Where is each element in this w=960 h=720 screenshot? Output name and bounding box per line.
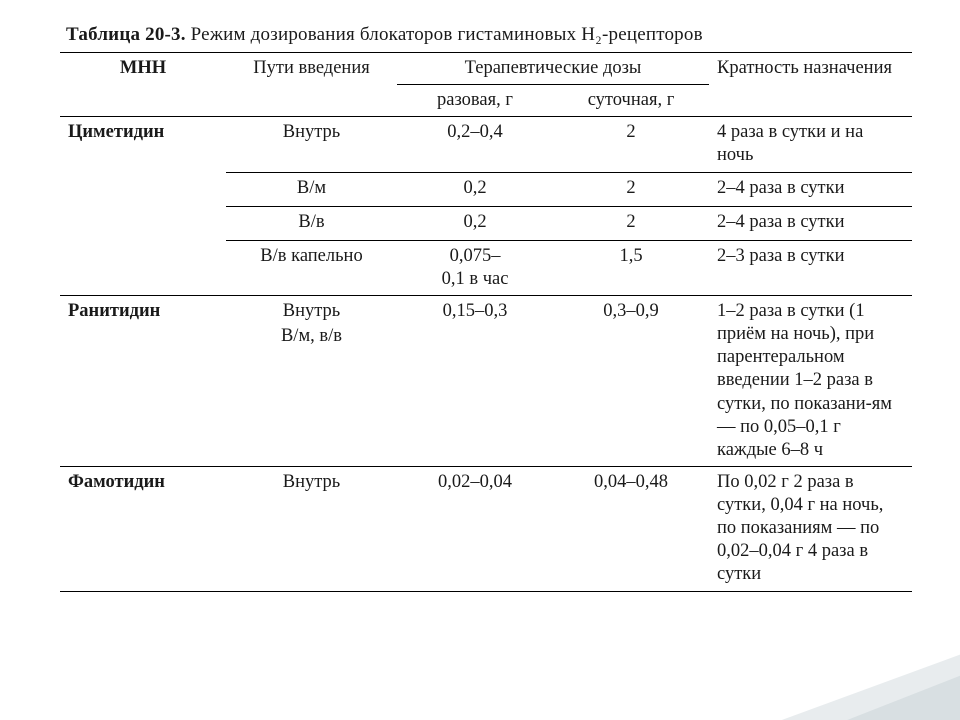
drug-name: Фамотидин	[60, 466, 226, 591]
caption-bold: Таблица 20-3.	[66, 24, 186, 45]
dose-single-cell: 0,2	[397, 172, 553, 206]
frequency-cell: 2–4 раза в сутки	[709, 172, 912, 206]
frequency-cell: 2–4 раза в сутки	[709, 206, 912, 240]
frequency-cell: По 0,02 г 2 раза в сутки, 0,04 г на ночь…	[709, 466, 912, 591]
table-caption: Таблица 20-3. Режим дозирования блокатор…	[66, 24, 912, 46]
dosing-table: МНН Пути введения Терапевтические дозы К…	[60, 52, 912, 592]
dose-single-cell: 0,2–0,4	[397, 117, 553, 172]
table-header: МНН Пути введения Терапевтические дозы К…	[60, 53, 912, 117]
col-route: Пути введения	[226, 53, 397, 117]
dose-daily-cell: 2	[553, 117, 709, 172]
frequency-cell: 4 раза в сутки и на ночь	[709, 117, 912, 172]
table-row: РанитидинВнутрьВ/м, в/в0,15–0,30,3–0,91–…	[60, 296, 912, 467]
dose-daily-cell: 0,04–0,48	[553, 466, 709, 591]
route-cell: В/в	[226, 206, 397, 240]
dose-single-cell: 0,15–0,3	[397, 296, 553, 467]
route-cell: Внутрь	[226, 117, 397, 172]
drug-name: Циметидин	[60, 117, 226, 296]
dose-single-cell: 0,2	[397, 206, 553, 240]
col-frequency: Кратность назначения	[709, 53, 912, 117]
frequency-cell: 1–2 раза в сутки (1 приём на ночь), при …	[709, 296, 912, 467]
dose-daily-cell: 2	[553, 206, 709, 240]
col-doses: Терапевтические дозы	[397, 53, 709, 85]
table-body: ЦиметидинВнутрь0,2–0,424 раза в сутки и …	[60, 117, 912, 591]
dose-single-cell: 0,02–0,04	[397, 466, 553, 591]
frequency-cell: 2–3 раза в сутки	[709, 240, 912, 295]
route-cell: Внутрь	[226, 466, 397, 591]
dose-daily-cell: 0,3–0,9	[553, 296, 709, 467]
col-mnn: МНН	[60, 53, 226, 117]
route-cell: ВнутрьВ/м, в/в	[226, 296, 397, 467]
table-row: ЦиметидинВнутрь0,2–0,424 раза в сутки и …	[60, 117, 912, 172]
decorative-corner	[740, 650, 960, 720]
dose-daily-cell: 2	[553, 172, 709, 206]
drug-name: Ранитидин	[60, 296, 226, 467]
caption-rest: Режим дозирования блокаторов гистаминовы…	[186, 24, 703, 45]
route-cell: В/м	[226, 172, 397, 206]
dose-daily-cell: 1,5	[553, 240, 709, 295]
col-dose-single: разовая, г	[397, 85, 553, 117]
col-dose-daily: суточная, г	[553, 85, 709, 117]
route-cell: В/в капельно	[226, 240, 397, 295]
table-row: ФамотидинВнутрь0,02–0,040,04–0,48По 0,02…	[60, 466, 912, 591]
dose-single-cell: 0,075–0,1 в час	[397, 240, 553, 295]
